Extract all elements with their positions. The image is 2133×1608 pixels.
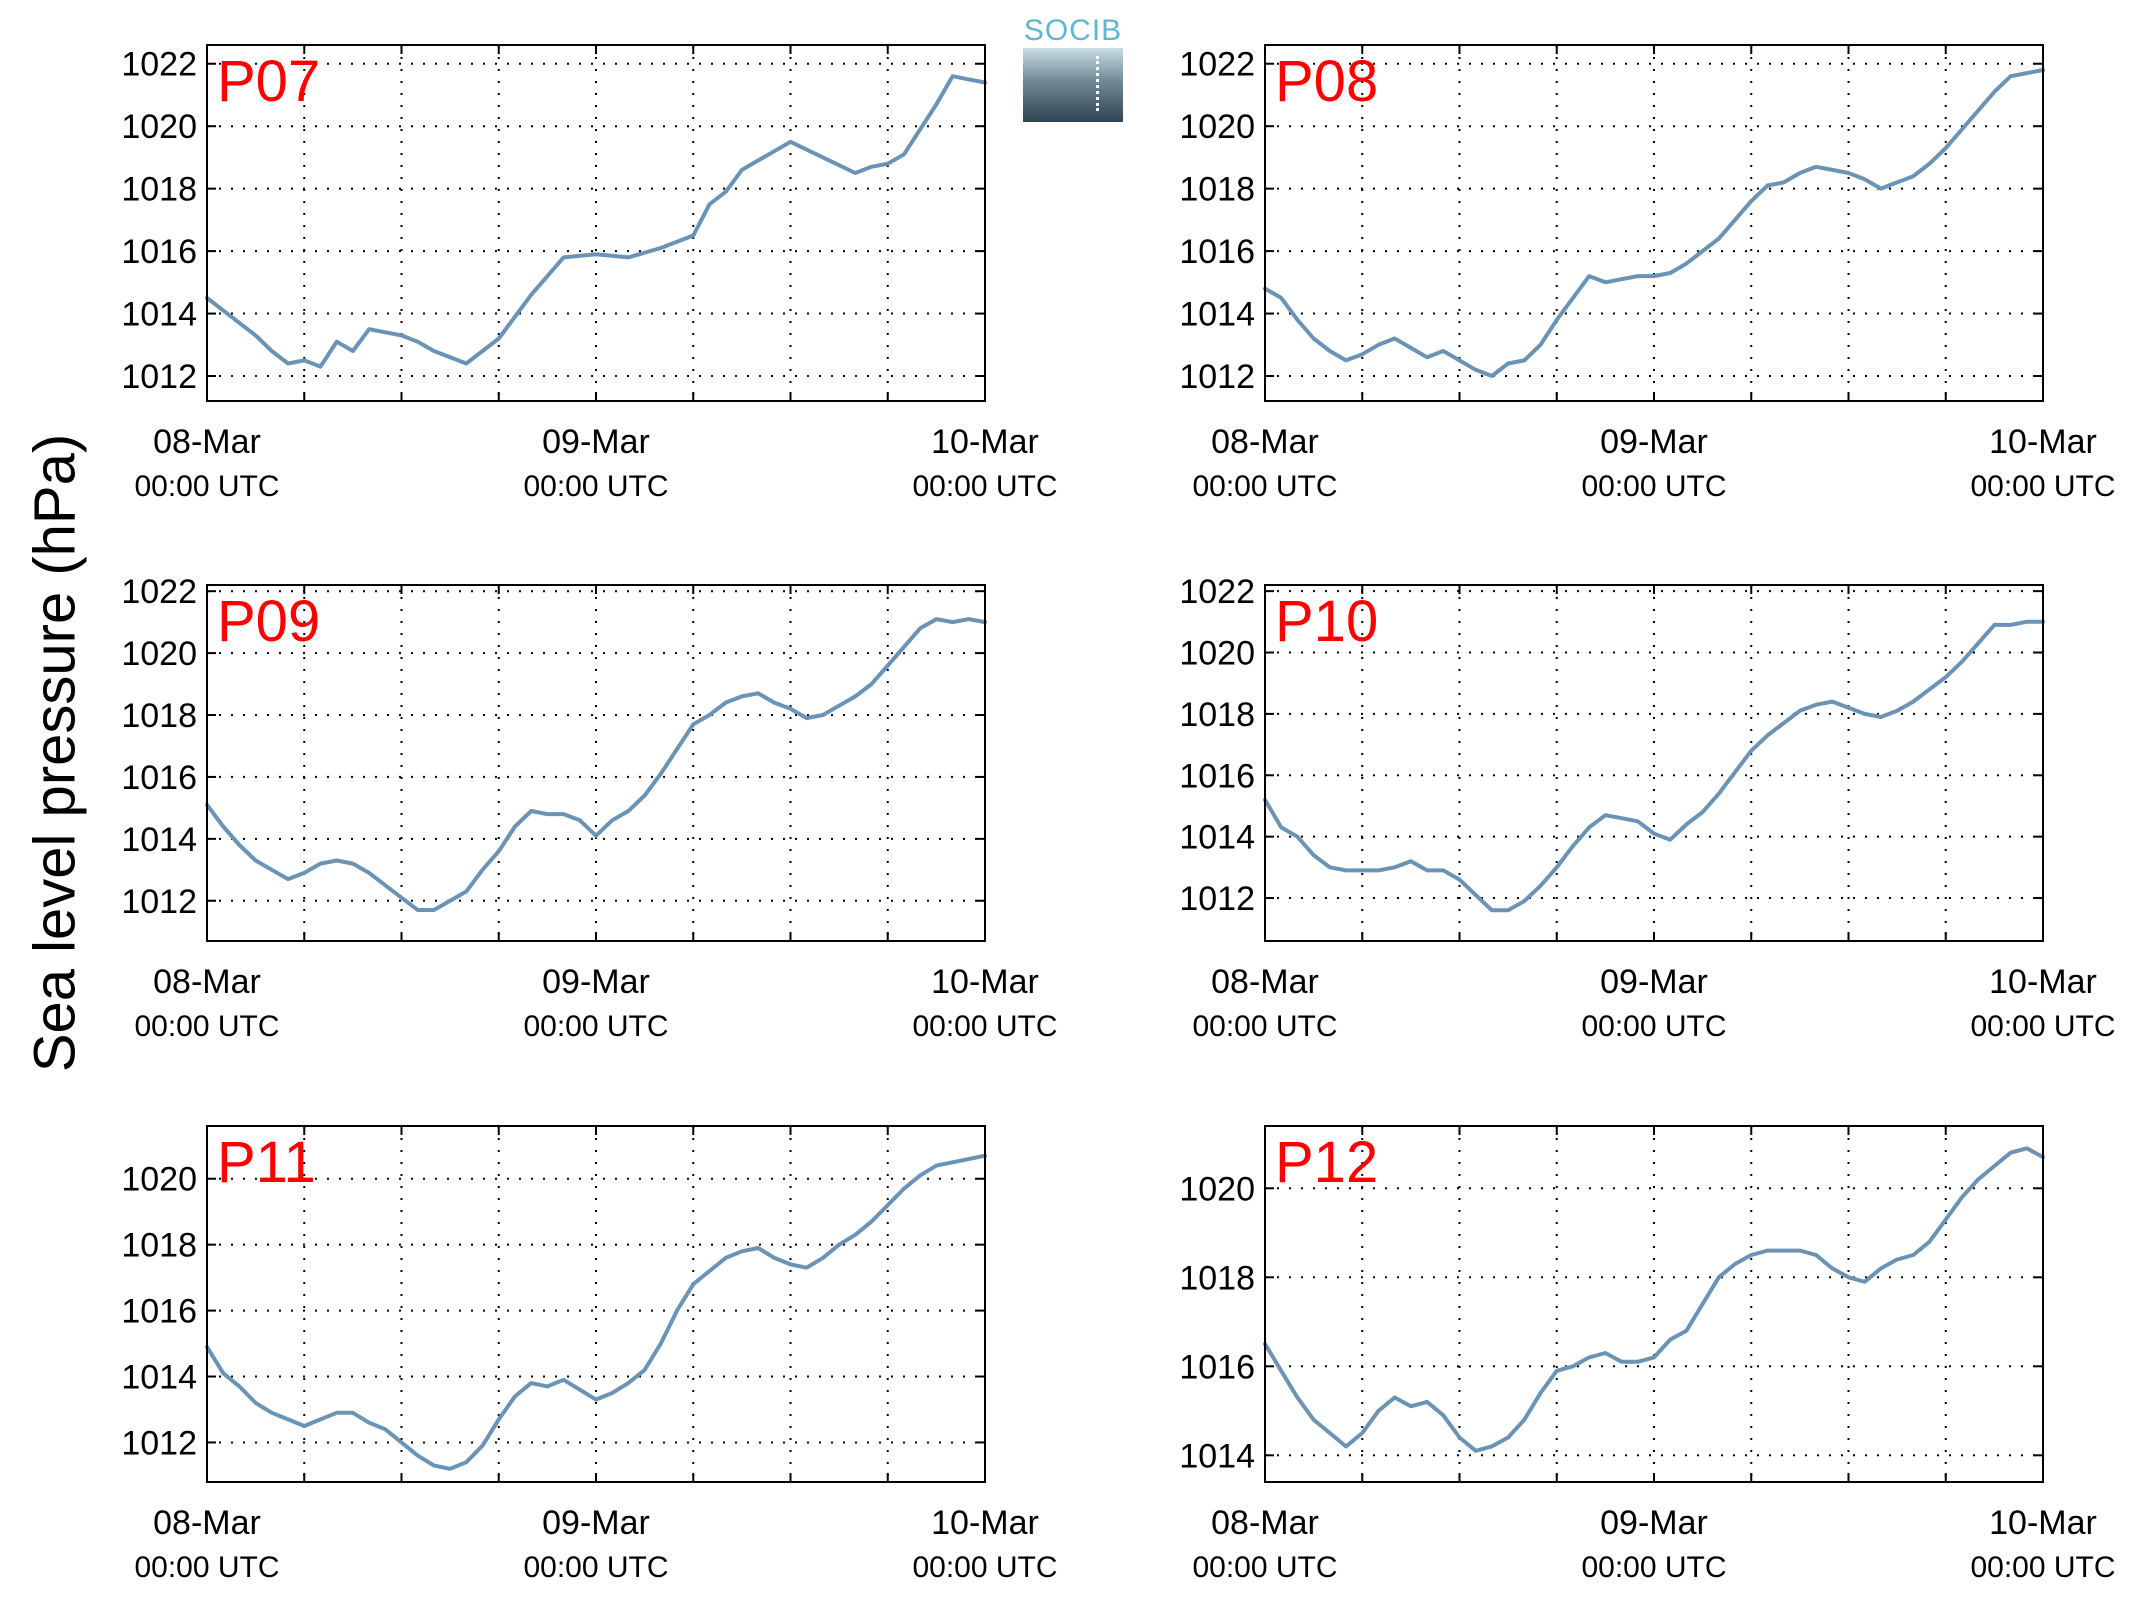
x-tick-date-label: 10-Mar	[1989, 423, 2097, 461]
x-tick-time-label: 00:00 UTC	[1970, 470, 2115, 503]
y-tick-label: 1012	[121, 358, 197, 396]
y-tick-label: 1020	[121, 1161, 197, 1199]
panel-p12: 1014 1016 1018 1020 08-Mar 00:00 UTC 09-Mar 00:…	[1179, 1125, 2116, 1584]
y-tick-label: 1012	[1179, 880, 1255, 918]
x-tick-time-label: 00:00 UTC	[134, 470, 279, 503]
x-tick-date-label: 08-Mar	[1211, 963, 1319, 1001]
y-tick-label: 1016	[121, 1293, 197, 1331]
plot-frame	[1264, 1125, 2044, 1483]
y-tick-label: 1018	[121, 171, 197, 209]
x-tick-date-label: 10-Mar	[1989, 1504, 2097, 1542]
panel-label: P11	[217, 1130, 316, 1195]
panel-label: P07	[217, 49, 320, 114]
y-tick-label: 1012	[1179, 358, 1255, 396]
x-tick-date-label: 09-Mar	[1600, 423, 1708, 461]
y-tick-label: 1018	[121, 1227, 197, 1265]
series-line-p12	[1263, 1146, 2045, 1453]
x-tick-date-label: 09-Mar	[542, 1504, 650, 1542]
plot-frame	[1264, 44, 2044, 402]
panel-label: P09	[217, 589, 320, 654]
y-axis-label: Sea level pressure (hPa)	[22, 433, 88, 1073]
x-tick-date-label: 10-Mar	[1989, 963, 2097, 1001]
panel-p07: 1012 1014 1016 1018 1020 1022 08-Mar 00:00 UTC 0…	[121, 44, 1058, 503]
y-tick-label: 1020	[1179, 635, 1255, 673]
x-tick-date-label: 08-Mar	[1211, 423, 1319, 461]
panel-label: P10	[1275, 589, 1378, 654]
y-tick-label: 1018	[1179, 1259, 1255, 1297]
series-line-p08	[1263, 68, 2045, 378]
series-line-p11	[205, 1153, 987, 1471]
y-tick-label: 1022	[1179, 46, 1255, 84]
x-tick-date-label: 10-Mar	[931, 423, 1039, 461]
y-tick-label: 1018	[121, 697, 197, 735]
socib-logo: SOCIB	[1023, 14, 1123, 122]
panel-p09: 1012 1014 1016 1018 1020 1022 08-Mar 00:00 UTC 0…	[121, 573, 1057, 1043]
y-tick-label: 1022	[121, 573, 197, 611]
x-tick-time-label: 00:00 UTC	[134, 1010, 279, 1043]
y-tick-label: 1020	[1179, 108, 1255, 146]
y-tick-label: 1014	[1179, 819, 1255, 857]
series-line-p09	[205, 617, 987, 912]
y-tick-label: 1020	[121, 108, 197, 146]
x-tick-time-label: 00:00 UTC	[1581, 1010, 1726, 1043]
x-tick-time-label: 00:00 UTC	[1192, 1551, 1337, 1584]
y-tick-label: 1016	[121, 233, 197, 271]
y-tick-label: 1016	[1179, 757, 1255, 795]
y-tick-label: 1012	[121, 1424, 197, 1462]
x-tick-date-label: 08-Mar	[1211, 1504, 1319, 1542]
x-tick-date-label: 09-Mar	[1600, 1504, 1708, 1542]
series-line-p10	[1263, 619, 2045, 913]
plot-frame	[1264, 584, 2044, 942]
x-tick-date-label: 09-Mar	[542, 423, 650, 461]
x-tick-time-label: 00:00 UTC	[1970, 1010, 2115, 1043]
y-tick-label: 1014	[1179, 296, 1255, 334]
x-tick-time-label: 00:00 UTC	[1581, 1551, 1726, 1584]
x-tick-time-label: 00:00 UTC	[1192, 1010, 1337, 1043]
x-tick-time-label: 00:00 UTC	[1970, 1551, 2115, 1584]
logo-text: SOCIB	[1023, 14, 1123, 47]
x-tick-date-label: 09-Mar	[1600, 963, 1708, 1001]
x-tick-time-label: 00:00 UTC	[912, 1551, 1057, 1584]
plot-frame	[206, 1125, 986, 1483]
x-tick-date-label: 10-Mar	[931, 1504, 1039, 1542]
plot-frame	[206, 584, 986, 942]
x-tick-date-label: 08-Mar	[153, 1504, 261, 1542]
x-tick-time-label: 00:00 UTC	[523, 1010, 668, 1043]
panel-label: P12	[1275, 1130, 1378, 1195]
panel-p08: 1012 1014 1016 1018 1020 1022 08-Mar 00:00 UTC 0…	[1179, 44, 2116, 503]
series-line-p07	[205, 74, 987, 369]
x-tick-time-label: 00:00 UTC	[912, 470, 1057, 503]
y-tick-label: 1022	[1179, 573, 1255, 611]
x-tick-date-label: 10-Mar	[931, 963, 1039, 1001]
y-tick-label: 1014	[121, 821, 197, 859]
x-tick-time-label: 00:00 UTC	[1192, 470, 1337, 503]
y-tick-label: 1020	[1179, 1170, 1255, 1208]
x-tick-time-label: 00:00 UTC	[523, 470, 668, 503]
x-tick-date-label: 08-Mar	[153, 423, 261, 461]
panel-label: P08	[1275, 49, 1378, 114]
y-tick-label: 1012	[121, 883, 197, 921]
y-tick-label: 1016	[1179, 1348, 1255, 1386]
x-tick-time-label: 00:00 UTC	[1581, 470, 1726, 503]
panel-p11: 1012 1014 1016 1018 1020 08-Mar 00:00 UTC 09-Ma…	[121, 1125, 1058, 1584]
y-tick-label: 1014	[121, 1359, 197, 1397]
y-tick-label: 1016	[121, 759, 197, 797]
y-tick-label: 1020	[121, 635, 197, 673]
plot-frame	[206, 44, 986, 402]
logo-graphic	[1023, 48, 1123, 122]
y-tick-label: 1018	[1179, 696, 1255, 734]
y-tick-label: 1014	[1179, 1437, 1255, 1475]
x-tick-date-label: 09-Mar	[542, 963, 650, 1001]
y-tick-label: 1018	[1179, 171, 1255, 209]
x-tick-date-label: 08-Mar	[153, 963, 261, 1001]
x-tick-time-label: 00:00 UTC	[523, 1551, 668, 1584]
panel-p10: 1012 1014 1016 1018 1020 1022 08-Mar 00:00 UTC 0…	[1179, 573, 2115, 1043]
y-tick-label: 1022	[121, 46, 197, 84]
y-tick-label: 1016	[1179, 233, 1255, 271]
x-tick-time-label: 00:00 UTC	[134, 1551, 279, 1584]
x-tick-time-label: 00:00 UTC	[912, 1010, 1057, 1043]
y-tick-label: 1014	[121, 296, 197, 334]
